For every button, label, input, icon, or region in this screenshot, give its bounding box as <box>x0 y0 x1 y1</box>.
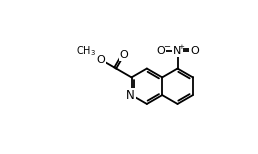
Text: −: − <box>163 42 170 51</box>
Text: O: O <box>120 50 128 60</box>
Text: N: N <box>173 46 182 56</box>
Text: O: O <box>156 46 165 56</box>
Text: N: N <box>126 89 135 102</box>
Text: O: O <box>190 46 199 56</box>
Text: CH$_3$: CH$_3$ <box>76 44 95 58</box>
Text: +: + <box>179 44 184 50</box>
Text: O: O <box>96 55 105 65</box>
